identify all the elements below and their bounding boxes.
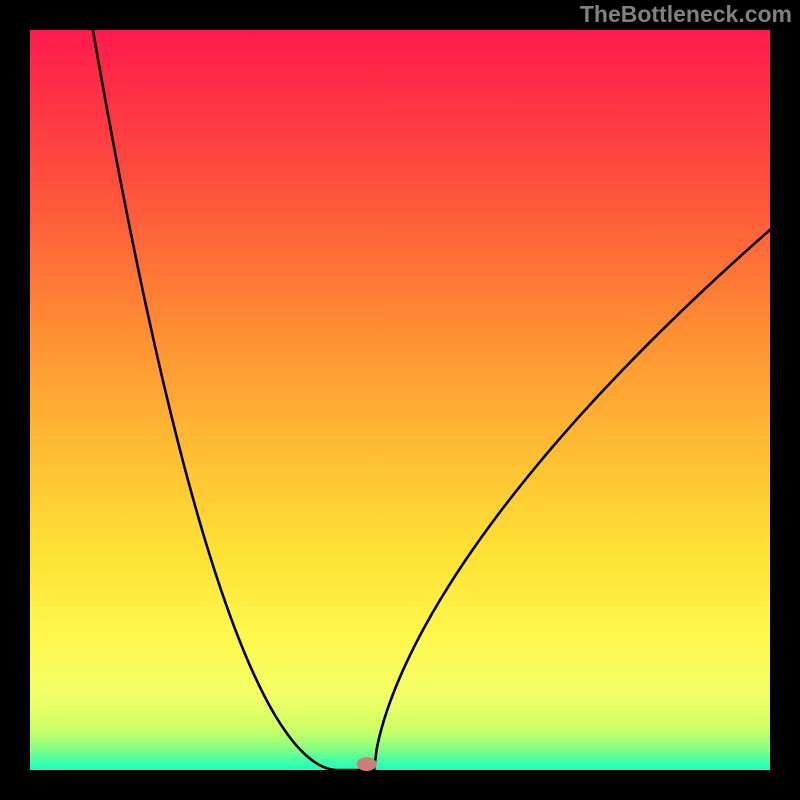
watermark-text: TheBottleneck.com [580,1,792,27]
